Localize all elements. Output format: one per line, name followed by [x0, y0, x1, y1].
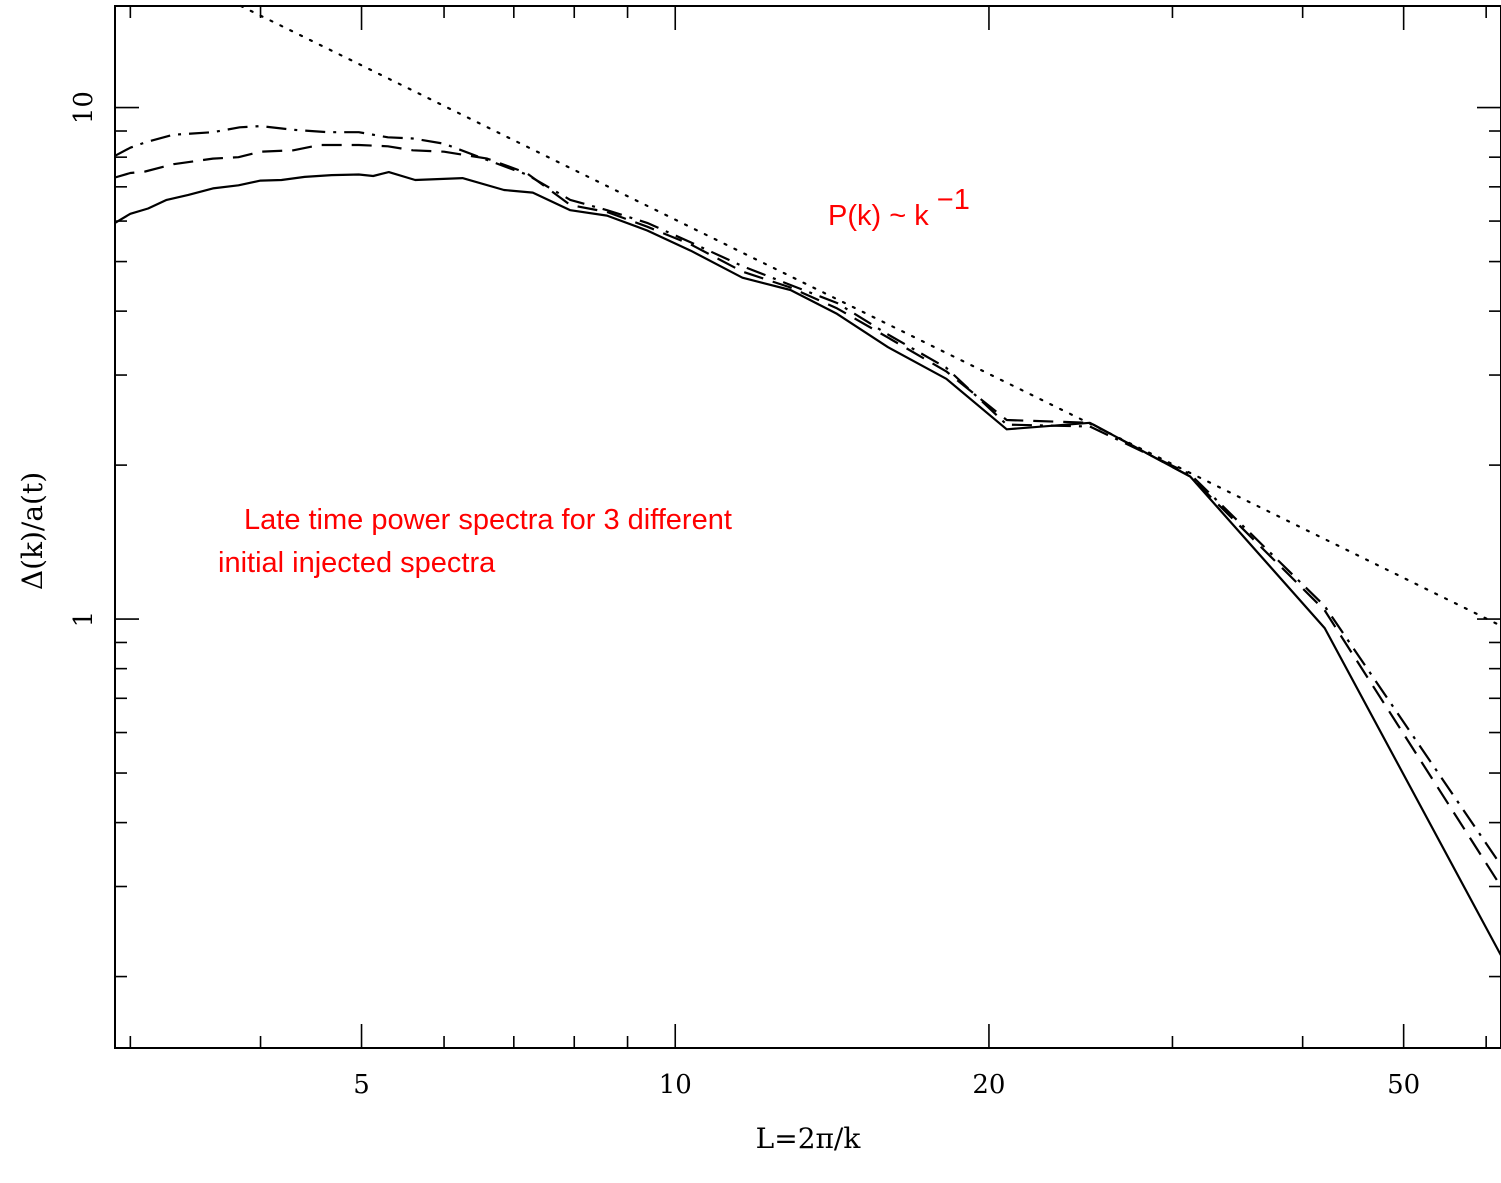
- series-line-dotted: [239, 4, 1501, 627]
- series-layer: [114, 4, 1501, 956]
- y-tick-label: 1: [69, 611, 99, 628]
- plot-frame: [114, 5, 1501, 1049]
- x-axis-label: L=2π/k: [756, 1122, 862, 1155]
- tick-labels: 5 10 20 50 1 10: [69, 91, 1420, 1100]
- y-tick-label: 10: [69, 91, 99, 124]
- x-tick-label: 50: [1387, 1070, 1420, 1100]
- series-line-solid: [114, 171, 1501, 956]
- power-law-annotation: P(k) ~ k −1: [828, 184, 970, 232]
- x-tick-label: 5: [353, 1070, 370, 1100]
- major-ticks: [115, 6, 1501, 1048]
- y-axis-label: Δ(k)/a(t): [16, 472, 49, 590]
- description-line-1: Late time power spectra for 3 different: [244, 504, 732, 536]
- x-tick-label: 20: [972, 1070, 1005, 1100]
- series-line-dashdot: [114, 124, 1501, 866]
- minor-ticks: [115, 6, 1501, 1048]
- power-law-exponent: −1: [937, 184, 970, 216]
- description-line-2: initial injected spectra: [218, 547, 496, 579]
- power-law-base: P(k) ~ k: [828, 200, 937, 232]
- x-tick-label: 10: [659, 1070, 692, 1100]
